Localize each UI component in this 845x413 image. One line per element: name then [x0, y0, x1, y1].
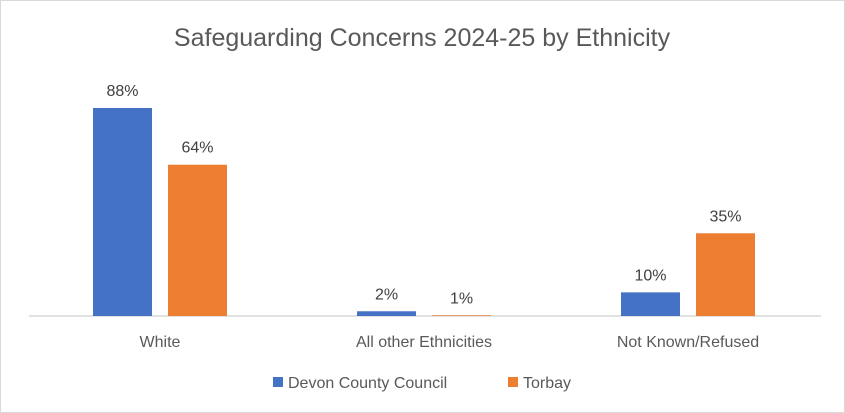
data-label: 64%	[181, 140, 213, 157]
legend-label: Torbay	[523, 375, 571, 392]
data-label: 35%	[709, 208, 741, 225]
data-label: 10%	[634, 267, 666, 284]
x-tick-label: Not Known/Refused	[617, 334, 759, 351]
legend-swatch	[508, 377, 518, 387]
data-label: 88%	[106, 83, 138, 100]
chart-title: Safeguarding Concerns 2024-25 by Ethnici…	[174, 24, 671, 52]
bar-devon	[93, 108, 152, 316]
data-label: 1%	[450, 290, 473, 307]
legend-swatch	[273, 377, 283, 387]
legend-label: Devon County Council	[288, 375, 447, 392]
bar-torbay	[432, 315, 491, 316]
bar-torbay	[696, 233, 755, 316]
x-tick-label: All other Ethnicities	[356, 334, 492, 351]
data-label: 2%	[375, 286, 398, 303]
x-tick-label: White	[140, 334, 181, 351]
bar-torbay	[168, 164, 227, 316]
legend: Devon County Council Torbay	[273, 375, 571, 392]
bar-devon	[357, 311, 416, 316]
bar-devon	[621, 292, 680, 316]
